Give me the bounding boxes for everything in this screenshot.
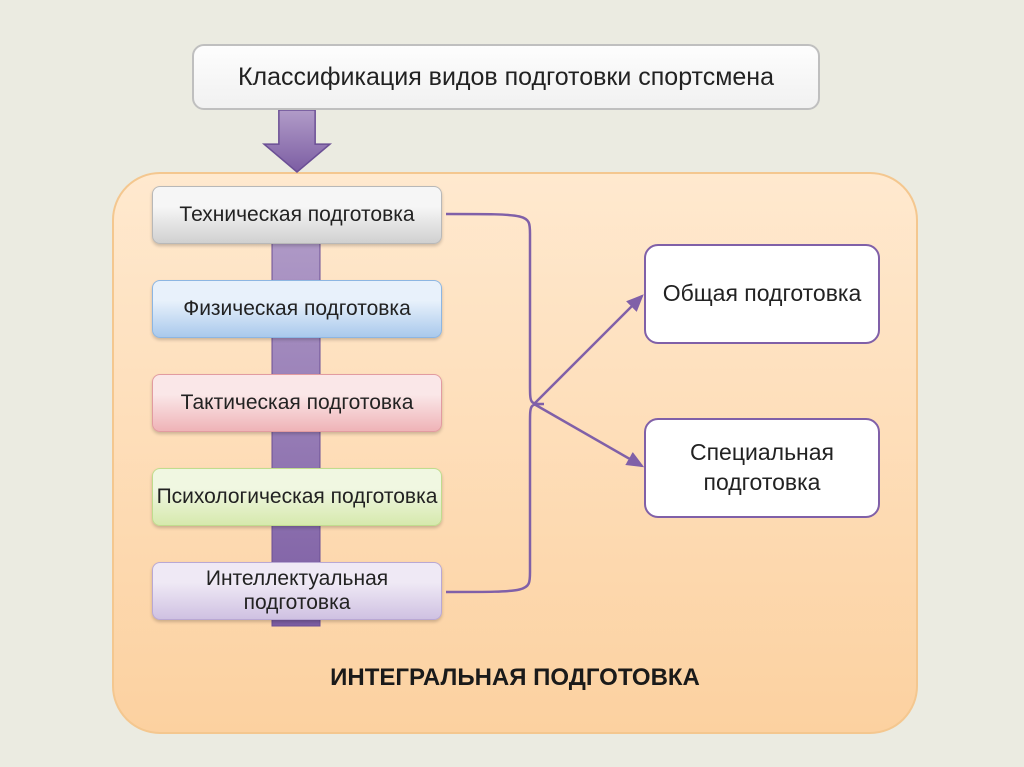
list-item-label: Психологическая подготовка	[157, 485, 438, 509]
title-box: Классификация видов подготовки спортсмен…	[192, 44, 820, 110]
list-item-3: Психологическая подготовка	[152, 468, 442, 526]
list-item-1: Физическая подготовка	[152, 280, 442, 338]
side-box-label: Общая подготовка	[663, 279, 862, 309]
list-item-0: Техническая подготовка	[152, 186, 442, 244]
side-box-label: Специальная подготовка	[646, 438, 878, 498]
list-item-4: Интеллектуальная подготовка	[152, 562, 442, 620]
list-item-label: Техническая подготовка	[179, 203, 414, 227]
side-box-0: Общая подготовка	[644, 244, 880, 344]
title-text: Классификация видов подготовки спортсмен…	[238, 63, 774, 92]
diagram-canvas: Классификация видов подготовки спортсмен…	[0, 0, 1024, 767]
list-item-label: Физическая подготовка	[183, 297, 411, 321]
list-item-label: Интеллектуальная подготовка	[153, 567, 441, 615]
bottom-label: ИНТЕГРАЛЬНАЯ ПОДГОТОВКА	[112, 664, 918, 692]
list-item-label: Тактическая подготовка	[181, 391, 414, 415]
list-item-2: Тактическая подготовка	[152, 374, 442, 432]
arrow-down-icon	[264, 110, 330, 172]
bottom-label-text: ИНТЕГРАЛЬНАЯ ПОДГОТОВКА	[330, 664, 700, 691]
side-box-1: Специальная подготовка	[644, 418, 880, 518]
